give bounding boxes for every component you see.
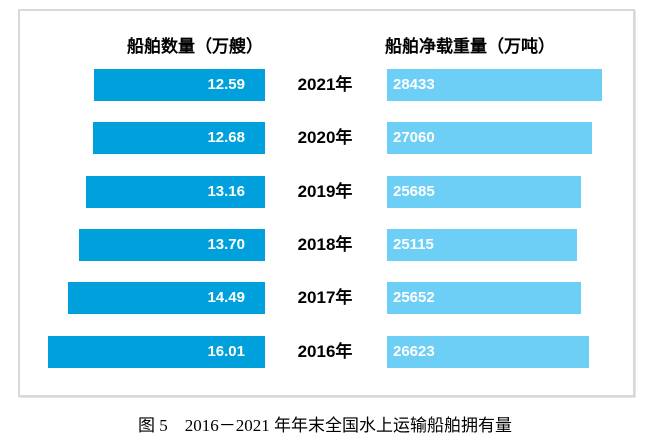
bar-ship-count-2018: 13.70 — [79, 229, 265, 261]
bar-value-label: 13.16 — [207, 183, 245, 200]
figure-caption: 图 5 2016－2021 年年末全国水上运输船舶拥有量 — [138, 416, 512, 435]
chart-row: 12.59 2021年 28433 — [20, 69, 633, 101]
bar-ship-count-2020: 12.68 — [92, 122, 265, 154]
chart-row: 14.49 2017年 25652 — [20, 282, 633, 314]
bar-deadweight-2020: 27060 — [387, 122, 592, 154]
bar-value-label: 16.01 — [207, 343, 245, 360]
bar-value-label: 12.68 — [207, 129, 245, 146]
bar-value-label: 25115 — [393, 236, 434, 253]
chart-row: 12.68 2020年 27060 — [20, 122, 633, 154]
bar-deadweight-2019: 25685 — [387, 176, 582, 208]
year-label-2021: 2021年 — [297, 75, 353, 94]
bar-value-label: 25652 — [393, 289, 435, 306]
bar-deadweight-2017: 25652 — [387, 282, 582, 314]
bar-ship-count-2019: 13.16 — [86, 176, 265, 208]
year-label-2020: 2020年 — [297, 128, 353, 147]
bar-value-label: 27060 — [393, 129, 435, 146]
chart-row: 13.70 2018年 25115 — [20, 229, 633, 261]
year-label-2019: 2019年 — [297, 182, 353, 201]
chart-frame: 船舶数量（万艘） 船舶净载重量（万吨） 12.59 2021年 28433 12… — [18, 9, 635, 397]
bar-deadweight-2016: 26623 — [387, 336, 589, 368]
bar-value-label: 12.59 — [207, 76, 245, 93]
right-series-header: 船舶净载重量（万吨） — [385, 37, 555, 56]
bar-value-label: 28433 — [393, 76, 435, 93]
chart-row: 16.01 2016年 26623 — [20, 336, 633, 368]
left-series-header: 船舶数量（万艘） — [127, 37, 263, 56]
bar-value-label: 25685 — [393, 183, 435, 200]
chart-row: 13.16 2019年 25685 — [20, 176, 633, 208]
bar-value-label: 13.70 — [207, 236, 245, 253]
bar-ship-count-2017: 14.49 — [68, 282, 265, 314]
year-label-2018: 2018年 — [297, 235, 353, 254]
bar-ship-count-2021: 12.59 — [94, 69, 265, 101]
bar-value-label: 14.49 — [207, 289, 245, 306]
bar-deadweight-2021: 28433 — [387, 69, 603, 101]
bar-deadweight-2018: 25115 — [387, 229, 578, 261]
bar-ship-count-2016: 16.01 — [47, 336, 265, 368]
year-label-2017: 2017年 — [297, 288, 353, 307]
bar-value-label: 26623 — [393, 343, 435, 360]
year-label-2016: 2016年 — [297, 342, 353, 361]
